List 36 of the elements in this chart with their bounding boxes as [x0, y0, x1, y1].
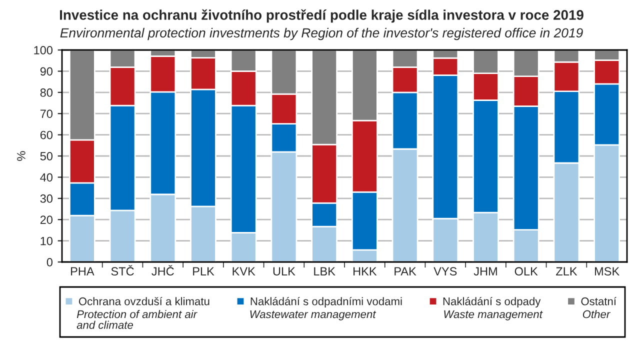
text: Other	[582, 310, 610, 318]
legend-label: Ochrana ovzduší a klimatu	[78, 297, 210, 306]
x-tick-label: VYS	[434, 267, 457, 276]
y-tick-label: 90	[40, 67, 53, 76]
x-tick-label: MSK	[595, 267, 620, 276]
y-tick-label: 80	[40, 88, 53, 97]
x-tick-label: KVK	[232, 267, 256, 276]
x-tick-label: HKK	[354, 267, 377, 276]
x-tick-label: LBK	[314, 267, 336, 276]
x-tick-label: PAK	[394, 267, 416, 276]
y-tick-label: 30	[40, 194, 53, 203]
y-tick-label: 70	[40, 110, 53, 118]
x-tick-label: JHČ	[152, 265, 174, 276]
chart-subtitle: Environmental protection investments by Region of the investor's registered office in 2019	[60, 28, 583, 40]
legend-label: Ostatní	[581, 297, 616, 306]
x-tick-label: STČ	[111, 265, 134, 276]
x-tick-label: PHA	[71, 267, 94, 276]
text: Wastewater management	[250, 310, 376, 320]
y-tick-label: 100	[34, 46, 53, 54]
y-tick-label: 40	[40, 173, 53, 182]
chart-title: Investice na ochranu životního prostředí podle kraje sídla investora v roce 2019	[60, 9, 584, 23]
text: Protection of ambient air and climate	[76, 310, 198, 329]
y-tick-label: 0	[46, 258, 53, 266]
x-tick-label: ZLK	[556, 267, 578, 276]
y-tick-label: 50	[40, 152, 53, 160]
text: Waste management	[444, 310, 543, 320]
legend-label: Nakládání s odpady	[443, 297, 541, 308]
x-tick-label: JHM	[474, 267, 497, 276]
x-tick-label: OLK	[514, 267, 538, 276]
legend-label: Nakládání s odpadními vodami	[250, 297, 402, 308]
x-tick-label: ULK	[273, 267, 296, 276]
y-tick-label: 10	[40, 236, 53, 246]
y-tick-label: 20	[40, 216, 53, 224]
x-tick-label: PLK	[193, 267, 214, 276]
y-tick-label: 60	[40, 130, 53, 140]
y-axis-title: %	[17, 151, 26, 161]
